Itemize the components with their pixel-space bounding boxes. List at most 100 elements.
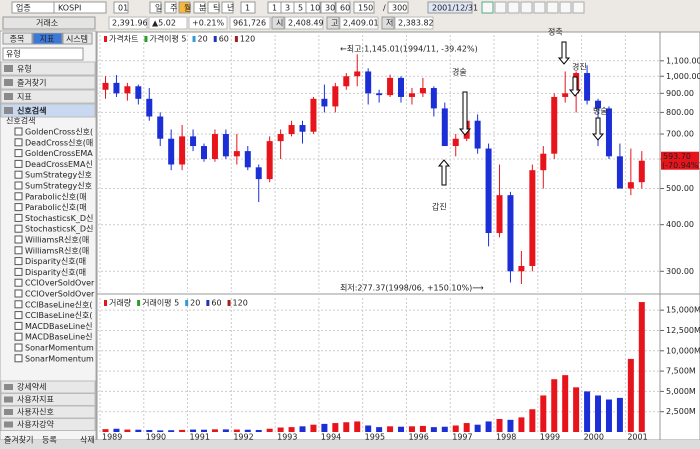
checkbox[interactable] <box>14 181 23 190</box>
signal-item[interactable]: SonarMomentum <box>25 344 94 353</box>
toolbar-text[interactable]: 월 <box>184 3 191 13</box>
section-row[interactable] <box>0 61 96 76</box>
section-row[interactable] <box>0 89 96 104</box>
checkbox[interactable] <box>14 246 23 255</box>
signal-item[interactable]: StochasticsK_D신 <box>25 225 93 234</box>
section-label[interactable]: 즐겨찾기 <box>17 78 46 88</box>
checkbox[interactable] <box>14 203 23 212</box>
search-text[interactable]: 유형 <box>6 50 21 59</box>
checkbox[interactable] <box>14 257 23 266</box>
toolbar-text[interactable]: 업종 <box>16 4 31 13</box>
toolbar-text[interactable]: 분 <box>199 4 206 13</box>
section-label[interactable]: 지표 <box>17 93 32 102</box>
checkbox[interactable] <box>14 332 23 341</box>
signal-item[interactable]: Disparity신호(매 <box>25 268 86 277</box>
toolbar-text[interactable]: 일 <box>155 4 162 13</box>
sidebar-tab-label[interactable]: 시스템 <box>66 34 88 44</box>
checkbox[interactable] <box>14 235 23 244</box>
bottom-tab[interactable]: 즐겨찾기 <box>4 435 33 445</box>
checkbox[interactable] <box>14 224 23 233</box>
tool-icon[interactable] <box>494 1 507 14</box>
field[interactable] <box>320 1 336 14</box>
sidebar-tab[interactable] <box>62 32 93 45</box>
checkbox[interactable] <box>14 149 23 158</box>
signal-item[interactable]: CCIOverSoldOver <box>25 279 95 288</box>
period-button[interactable] <box>164 1 177 14</box>
checkbox[interactable] <box>14 289 23 298</box>
field[interactable] <box>427 1 473 14</box>
search-box[interactable] <box>2 47 84 61</box>
checkbox[interactable] <box>14 343 23 352</box>
toolbar-text[interactable]: 3 <box>285 4 290 13</box>
field[interactable] <box>387 1 409 14</box>
field[interactable] <box>113 1 129 14</box>
toolbar-text[interactable]: 10 <box>310 4 320 13</box>
section-label[interactable]: 사용자신호 <box>17 408 54 417</box>
section-row[interactable] <box>0 103 96 118</box>
toolbar-text[interactable]: 01 <box>118 4 128 13</box>
toolbar-text[interactable]: 1 <box>245 4 250 13</box>
field[interactable] <box>53 1 107 14</box>
signal-item[interactable]: Parabolic신호(매 <box>25 203 87 212</box>
tool-icon[interactable] <box>520 1 533 14</box>
toolbar-text[interactable]: 년 <box>227 3 234 13</box>
section-row[interactable] <box>0 380 96 394</box>
sidebar-tab[interactable] <box>32 32 63 45</box>
signal-item[interactable]: CCIBaseLine신호( <box>25 300 93 309</box>
toolbar-text[interactable]: / <box>383 4 386 13</box>
tool-icon[interactable] <box>572 1 585 14</box>
signal-item[interactable]: Parabolic신호(매 <box>25 192 87 201</box>
field[interactable] <box>305 1 321 14</box>
signal-item[interactable]: DeadCrossEMA신 <box>25 160 93 169</box>
period-button[interactable] <box>178 1 191 14</box>
toolbar-text[interactable]: 1 <box>272 4 277 13</box>
signal-item[interactable]: SumStrategy신호 <box>25 171 92 180</box>
signal-item[interactable]: MACDBaseLine신 <box>25 333 93 342</box>
signal-item[interactable]: WilliamsR신호(매 <box>25 246 89 255</box>
signal-item[interactable]: WilliamsR신호(매 <box>25 236 89 245</box>
tree-root[interactable]: 신호검색 <box>6 116 35 126</box>
tool-icon[interactable] <box>546 1 559 14</box>
signal-item[interactable]: CCIBaseLine신호( <box>25 311 93 320</box>
signal-item[interactable]: SumStrategy신호 <box>25 182 92 191</box>
signal-item[interactable]: SonarMomentum <box>25 354 94 363</box>
sidebar-tab-label[interactable]: 지표 <box>40 35 55 44</box>
toolbar-text[interactable]: 틱 <box>213 3 220 13</box>
checkbox[interactable] <box>14 311 23 320</box>
toolbar-text[interactable]: 150 <box>358 4 373 13</box>
period-button[interactable] <box>221 1 234 14</box>
tool-icon[interactable] <box>507 1 520 14</box>
toolbar-text[interactable]: 2001/12/31 <box>432 4 478 13</box>
bottom-tab[interactable]: 삭제 <box>80 435 95 445</box>
period-button[interactable] <box>207 1 220 14</box>
signal-item[interactable]: DeadCross신호(매 <box>25 138 93 147</box>
section-row[interactable] <box>0 75 96 90</box>
sidebar-tab-label[interactable]: 종목 <box>10 35 25 44</box>
tool-icon[interactable] <box>481 1 494 14</box>
checkbox[interactable] <box>14 321 23 330</box>
checkbox[interactable] <box>14 267 23 276</box>
section-label[interactable]: 사용자지표 <box>17 395 54 404</box>
toolbar-text[interactable]: 60 <box>340 4 350 13</box>
signal-item[interactable]: StochasticsK_D신 <box>25 214 93 223</box>
section-label[interactable]: 강세약세 <box>17 382 46 392</box>
section-label[interactable]: 신호검색 <box>17 106 46 116</box>
tool-icon[interactable] <box>533 1 546 14</box>
checkbox[interactable] <box>14 170 23 179</box>
checkbox[interactable] <box>14 213 23 222</box>
section-row[interactable] <box>0 418 96 431</box>
section-label[interactable]: 유형 <box>17 65 32 74</box>
bottom-tab[interactable]: 등록 <box>42 436 57 445</box>
toolbar-text[interactable]: 300 <box>392 4 407 13</box>
checkbox[interactable] <box>14 354 23 363</box>
signal-item[interactable]: CCIOverSoldOver <box>25 290 95 299</box>
signal-item[interactable]: GoldenCrossEMA <box>25 149 93 158</box>
field[interactable] <box>335 1 351 14</box>
toolbar-text[interactable]: 주 <box>170 4 177 13</box>
signal-item[interactable]: GoldenCross신호( <box>25 128 93 137</box>
checkbox[interactable] <box>14 159 23 168</box>
signal-item[interactable]: Disparity신호(매 <box>25 257 86 266</box>
tool-icon[interactable] <box>559 1 572 14</box>
toolbar-text[interactable]: 5 <box>298 4 303 13</box>
checkbox[interactable] <box>14 278 23 287</box>
